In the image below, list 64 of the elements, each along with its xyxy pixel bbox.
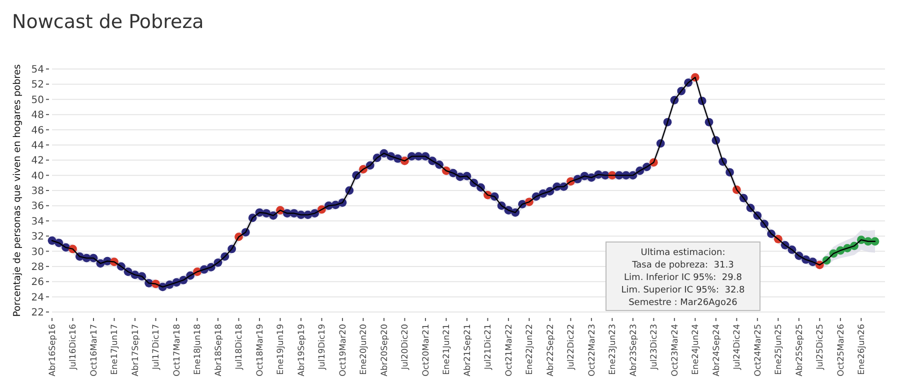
x-tick-label: Jul18Dic18 [234, 324, 245, 370]
x-tick-label: Oct21Mar22 [504, 324, 514, 376]
y-tick-label: 32 [31, 232, 44, 243]
x-tick-label: Ene21Jun21 [442, 324, 452, 375]
y-tick-label: 22 [31, 308, 44, 318]
x-tick-label: Ene20Jun20 [359, 324, 370, 375]
x-tick-label: Abr19Sep19 [296, 324, 307, 376]
x-tick-label: Jul21Dic21 [484, 324, 494, 370]
x-tick-label: Ene17Jun17 [110, 324, 120, 375]
y-tick-label: 52 [31, 80, 44, 91]
x-tick-label: Oct22Mar23 [587, 324, 598, 376]
annotation: Tasa de pobreza: 31.3 [631, 260, 734, 270]
x-tick-label: Abr25Sep25 [794, 324, 805, 376]
x-tick-label: Jul16Dic16 [68, 324, 79, 370]
y-axis-title: Porcentaje de personas que viven en hogares pobres [12, 64, 23, 317]
y-tick-label: 42 [31, 156, 44, 167]
y-tick-label: 38 [31, 186, 44, 197]
x-tick-label: Oct18Mar19 [255, 324, 266, 376]
x-tick-label: Abr23Sep23 [628, 324, 639, 376]
y-tick-label: 26 [31, 277, 44, 288]
y-tick-label: 36 [31, 201, 44, 212]
x-tick-label: Abr17Sep17 [130, 324, 141, 376]
x-tick-label: Jul22Dic22 [566, 324, 577, 370]
x-tick-label: Oct17Mar18 [172, 324, 182, 376]
annotation: Lim. Inferior IC 95%: 29.8 [624, 273, 742, 283]
y-tick-label: 24 [31, 292, 44, 304]
y-tick-label: 48 [31, 110, 44, 122]
x-tick-label: Abr21Sep21 [462, 324, 473, 376]
x-tick-label: Jul17Dic17 [152, 324, 162, 370]
x-tick-label: Ene25Jun25 [774, 324, 784, 375]
x-tick-label: Abr16Sep16 [48, 324, 58, 376]
x-tick-label: Oct25Mar26 [836, 324, 846, 376]
x-tick-label: Oct20Mar21 [421, 324, 432, 376]
x-tick-label: Abr22Sep22 [546, 324, 556, 376]
annotation: Semestre : Mar26Ago26 [628, 298, 738, 308]
x-tick-label: Oct16Mar17 [89, 324, 100, 376]
y-tick-label: 34 [31, 216, 44, 228]
y-tick-label: 44 [31, 140, 44, 152]
y-tick-label: 30 [31, 246, 44, 258]
x-tick-label: Jul20Dic20 [400, 324, 411, 370]
x-tick-label: Jul25Dic25 [816, 324, 826, 370]
chart-title: Nowcast de Pobreza [12, 11, 204, 33]
x-tick-label: Jul24Dic24 [732, 324, 743, 370]
x-tick-label: Abr20Sep20 [380, 324, 390, 376]
x-tick-label: Ene24Jun24 [691, 324, 702, 375]
x-tick-label: Oct19Mar20 [338, 324, 348, 376]
x-tick-label: Jul19Dic19 [318, 324, 328, 370]
x-tick-label: Ene23Jun23 [608, 324, 618, 375]
y-tick-label: 40 [31, 170, 44, 182]
y-tick-label: 46 [31, 125, 44, 136]
annotation: Ultima estimacion: [640, 248, 726, 258]
x-tick-label: Ene19Jun19 [276, 324, 286, 375]
x-tick-label: Oct23Mar24 [670, 324, 680, 376]
y-tick-label: 50 [31, 94, 44, 106]
x-tick-label: Ene26Jun26 [857, 324, 868, 375]
annotation: Lim. Superior IC 95%: 32.8 [621, 286, 746, 296]
x-tick-label: Ene18Jun18 [193, 324, 204, 375]
x-tick-label: Jul23Dic23 [650, 324, 660, 370]
x-tick-label: Ene22Jun22 [525, 324, 536, 375]
y-tick-label: 28 [31, 262, 44, 273]
x-tick-label: Oct24Mar25 [753, 324, 764, 376]
x-tick-label: Abr24Sep24 [712, 324, 722, 376]
y-tick-label: 54 [31, 64, 44, 76]
x-tick-label: Abr18Sep18 [214, 324, 224, 376]
